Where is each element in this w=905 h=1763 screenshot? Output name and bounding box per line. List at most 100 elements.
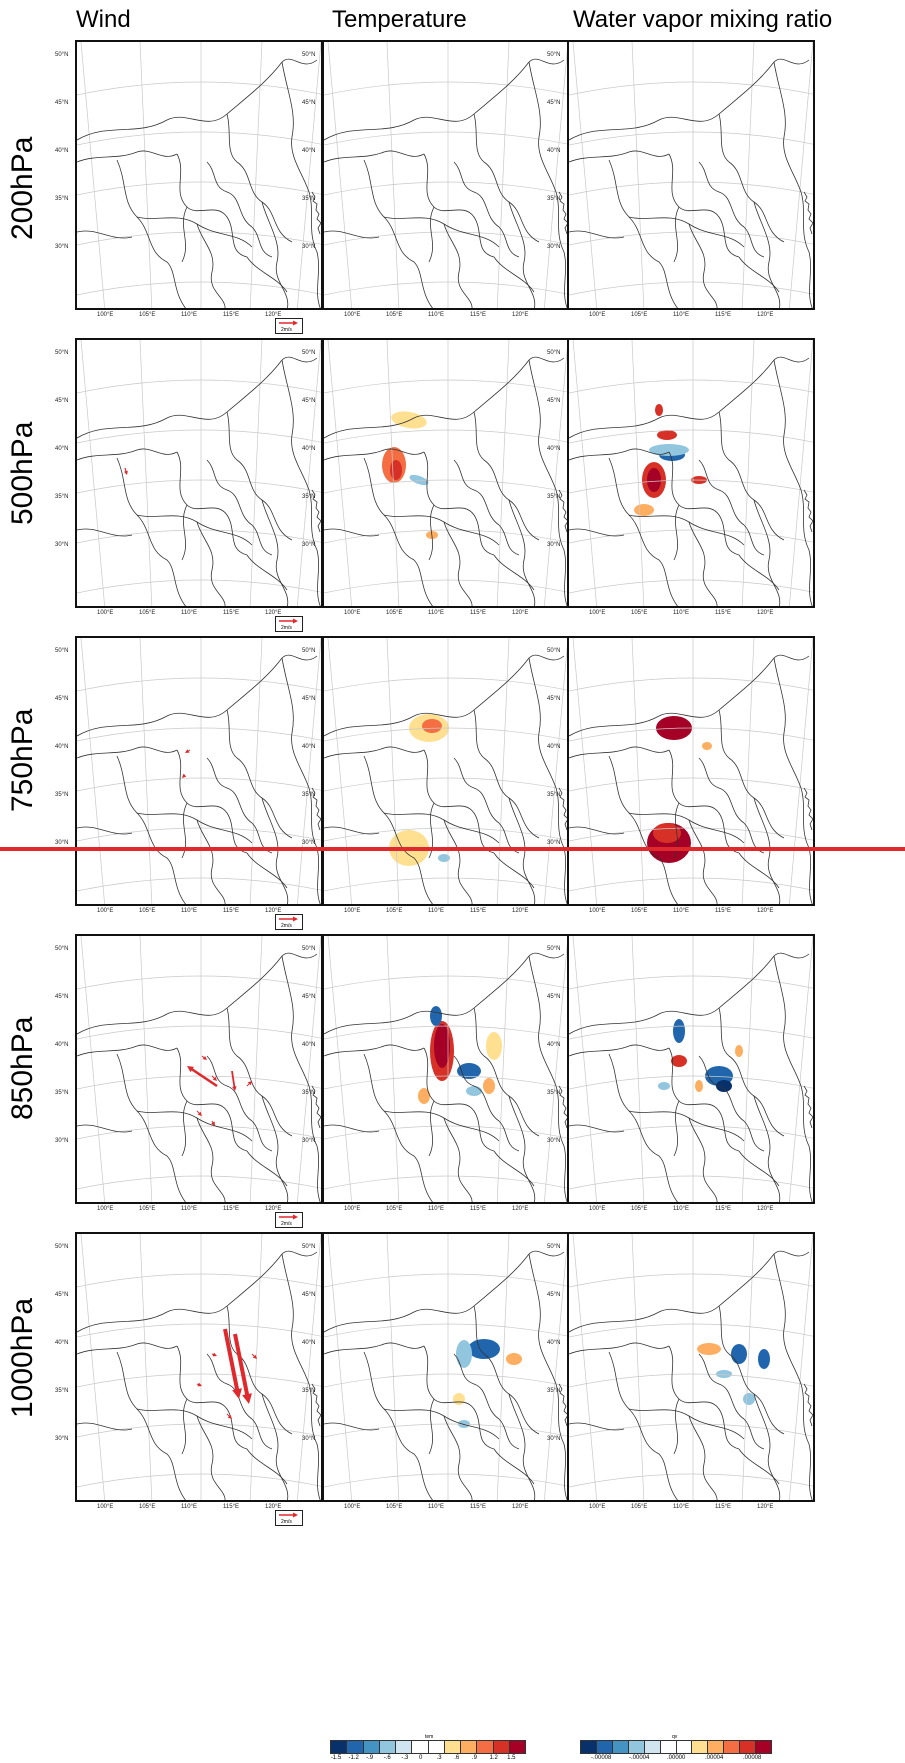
anomaly-patch	[506, 1353, 522, 1365]
anomaly-patch	[735, 1045, 743, 1057]
latitude-label: 40°N	[55, 446, 69, 452]
longitude-label: 105°E	[631, 1206, 648, 1212]
longitude-label: 120°E	[512, 312, 529, 318]
colorbar-swatch	[660, 1741, 677, 1753]
temperature-colorbar-tick: -1.2	[348, 1755, 359, 1761]
anomaly-patch	[486, 1032, 502, 1060]
longitude-label: 110°E	[673, 908, 689, 914]
longitude-label: 100°E	[97, 1206, 114, 1212]
longitude-label: 115°E	[715, 1206, 731, 1212]
anomaly-patch	[466, 1086, 482, 1096]
wind-vector	[211, 1352, 217, 1357]
latitude-label: 45°N	[302, 398, 316, 404]
map-panel-temperature-750hPa	[322, 636, 570, 906]
latitude-label: 40°N	[547, 744, 561, 750]
map-panel-wind-750hPa	[75, 636, 323, 906]
anomaly-patch	[468, 1339, 500, 1359]
longitude-label: 110°E	[181, 610, 197, 616]
longitude-label: 110°E	[181, 1206, 197, 1212]
colorbar-swatch	[724, 1741, 741, 1753]
latitude-label: 35°N	[302, 494, 316, 500]
latitude-label: 50°N	[302, 52, 316, 58]
column-title-wind: Wind	[76, 6, 131, 33]
column-title-temperature: Temperature	[332, 6, 467, 33]
longitude-label: 100°E	[344, 1206, 361, 1212]
colorbar-swatch	[477, 1741, 494, 1753]
longitude-label: 120°E	[512, 610, 529, 616]
latitude-label: 40°N	[547, 1042, 561, 1048]
colorbar-swatch	[676, 1741, 693, 1753]
latitude-label: 35°N	[547, 1090, 561, 1096]
latitude-label: 50°N	[547, 350, 561, 356]
latitude-label: 50°N	[547, 946, 561, 952]
latitude-label: 35°N	[55, 792, 69, 798]
wind-vector	[187, 1066, 218, 1088]
longitude-label: 105°E	[631, 908, 648, 914]
latitude-label: 45°N	[547, 994, 561, 1000]
longitude-label: 110°E	[181, 312, 197, 318]
longitude-label: 105°E	[386, 1206, 403, 1212]
latitude-label: 35°N	[55, 494, 69, 500]
colorbar-swatch	[379, 1741, 396, 1753]
highlight-line	[0, 847, 905, 851]
longitude-label: 120°E	[757, 1206, 774, 1212]
qv-colorbar-tick: -.00004	[629, 1755, 650, 1761]
column-title-water-vapor: Water vapor mixing ratio	[573, 6, 833, 33]
latitude-label: 45°N	[55, 1292, 69, 1298]
longitude-label: 100°E	[344, 1504, 361, 1510]
map-panel-wind-500hPa	[75, 338, 323, 608]
anomaly-patch	[758, 1349, 770, 1369]
latitude-label: 40°N	[302, 1042, 316, 1048]
longitude-label: 115°E	[223, 1504, 239, 1510]
anomaly-patch	[430, 1006, 442, 1026]
longitude-label: 100°E	[589, 1206, 606, 1212]
colorbar-swatch	[412, 1741, 429, 1753]
map-panel-temperature-1000hPa	[322, 1232, 570, 1502]
longitude-label: 105°E	[631, 610, 648, 616]
wind-vector	[246, 1081, 252, 1087]
latitude-label: 40°N	[302, 1340, 316, 1346]
latitude-label: 35°N	[55, 1388, 69, 1394]
longitude-label: 100°E	[344, 610, 361, 616]
latitude-label: 45°N	[302, 696, 316, 702]
colorbar-swatch	[363, 1741, 380, 1753]
latitude-label: 50°N	[55, 648, 69, 654]
latitude-label: 35°N	[547, 1388, 561, 1394]
longitude-label: 105°E	[139, 908, 156, 914]
wind-vector	[231, 1070, 237, 1091]
longitude-label: 110°E	[673, 1206, 689, 1212]
longitude-label: 100°E	[344, 908, 361, 914]
longitude-label: 120°E	[265, 610, 282, 616]
temperature-colorbar-title: tem	[425, 1734, 434, 1740]
colorbar-swatch	[740, 1741, 757, 1753]
anomaly-patch	[409, 474, 429, 486]
latitude-label: 45°N	[55, 994, 69, 1000]
longitude-label: 105°E	[139, 1504, 156, 1510]
temperature-colorbar-tick: -.3	[401, 1755, 409, 1761]
anomaly-patch	[731, 1344, 747, 1364]
colorbar-swatch	[628, 1741, 645, 1753]
latitude-label: 45°N	[547, 398, 561, 404]
latitude-label: 50°N	[302, 1244, 316, 1250]
latitude-label: 30°N	[302, 840, 316, 846]
anomaly-patch	[743, 1393, 755, 1405]
latitude-label: 45°N	[547, 696, 561, 702]
colorbar-swatch	[396, 1741, 413, 1753]
anomaly-patch	[658, 1082, 670, 1090]
latitude-label: 30°N	[302, 1138, 316, 1144]
longitude-label: 100°E	[97, 312, 114, 318]
colorbar-swatch	[331, 1741, 348, 1753]
longitude-label: 115°E	[223, 908, 239, 914]
latitude-label: 40°N	[55, 148, 69, 154]
latitude-label: 30°N	[55, 1138, 69, 1144]
longitude-label: 115°E	[470, 1504, 486, 1510]
wind-vector	[182, 773, 187, 778]
temperature-colorbar-tick: 1.2	[489, 1755, 498, 1761]
latitude-label: 40°N	[55, 1340, 69, 1346]
longitude-label: 105°E	[386, 1504, 403, 1510]
qv-colorbar	[580, 1740, 772, 1754]
wind-vector	[196, 1110, 202, 1116]
wind-reference-vector: 2m/s	[275, 318, 303, 334]
latitude-label: 45°N	[55, 100, 69, 106]
longitude-label: 115°E	[470, 1206, 486, 1212]
